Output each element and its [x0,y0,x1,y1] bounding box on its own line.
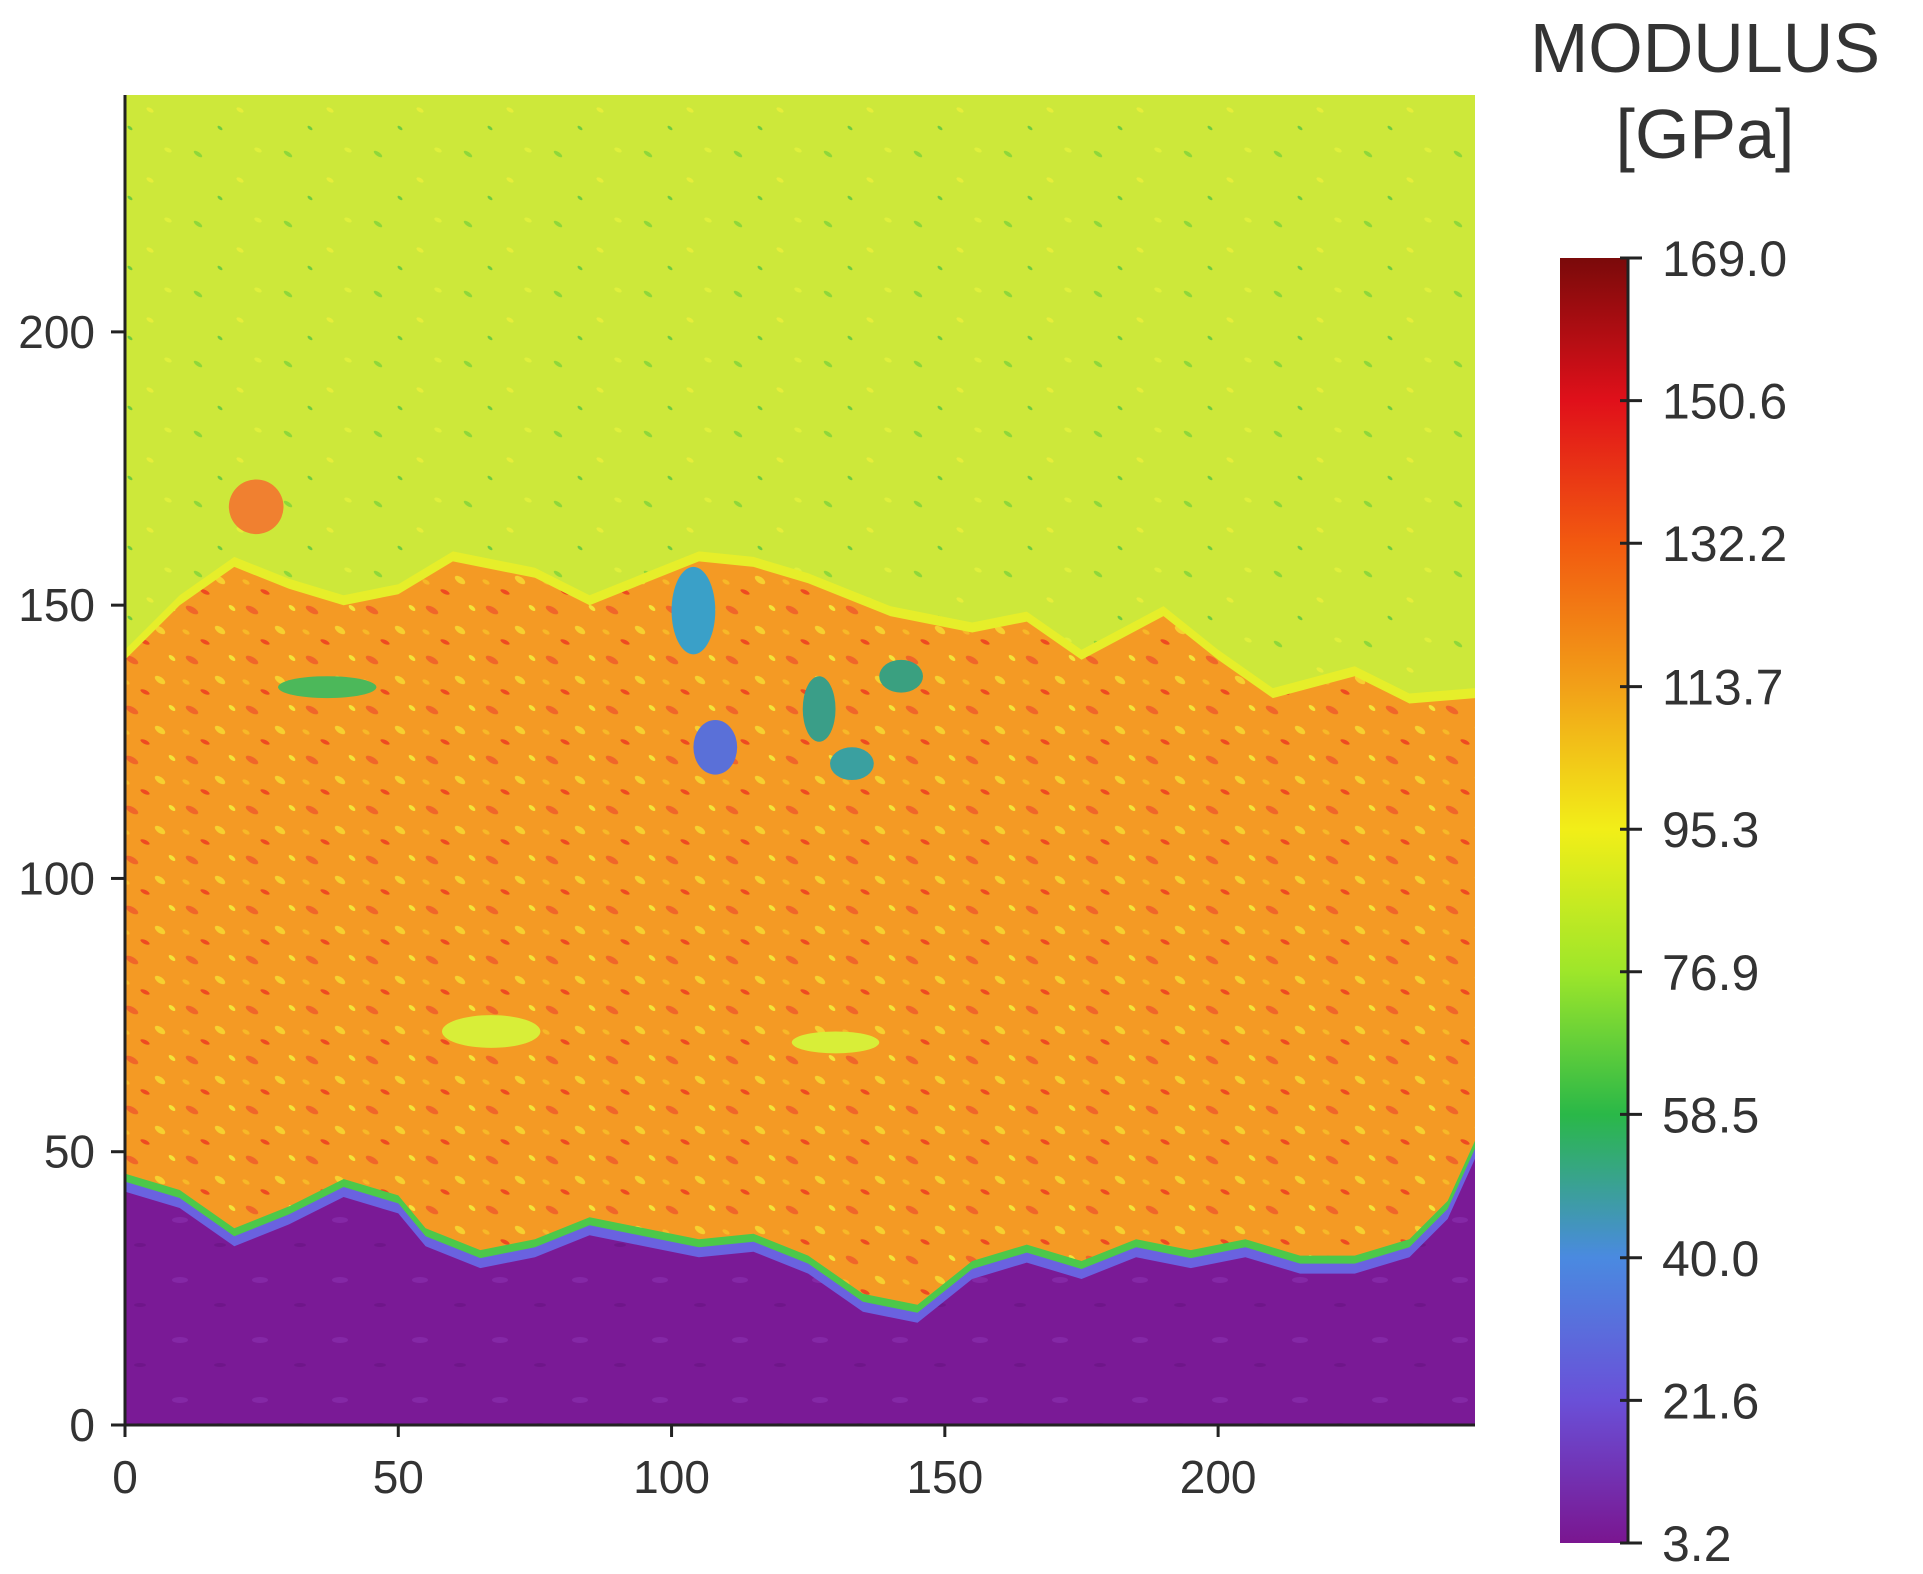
colorbar-title-line1: MODULUS [1530,9,1880,87]
colorbar-tick-label: 95.3 [1662,802,1759,858]
colorbar-tick-label: 3.2 [1662,1516,1732,1572]
colorbar-ticks: 169.0 150.6 132.2 113.7 95.3 76.9 58.5 40.0 21.6… [1620,231,1787,1572]
colorbar-tick-label: 40.0 [1662,1231,1759,1287]
colorbar-tick-label: 169.0 [1662,231,1787,287]
heatmap-plot-area [125,95,1475,1425]
axes: 0 50 100 150 200 0 50 100 150 200 [18,95,1475,1503]
substrate-region [125,1158,1475,1425]
inclusion-blob [278,676,377,699]
colorbar-tick-label: 150.6 [1662,374,1787,430]
x-tick-label: 100 [633,1451,710,1503]
y-tick-label: 50 [44,1126,95,1178]
colorbar-tick-label: 113.7 [1662,660,1783,716]
inclusion-blob [830,747,874,781]
x-axis-ticks: 0 50 100 150 200 [112,1425,1256,1503]
y-tick-label: 100 [18,852,95,904]
colorbar-tick-label: 132.2 [1662,516,1787,572]
colorbar: MODULUS [GPa] 169.0 150.6 132.2 113.7 95.3 76… [1530,9,1880,1572]
x-tick-label: 50 [373,1451,424,1503]
x-tick-label: 200 [1180,1451,1257,1503]
inclusion-blob [791,1031,880,1054]
inclusion-blob [802,676,836,742]
y-tick-label: 200 [18,306,95,358]
inclusion-blob [442,1015,541,1048]
colorbar-tick-label: 76.9 [1662,945,1759,1001]
colorbar-tick-label: 21.6 [1662,1373,1759,1429]
x-tick-label: 0 [112,1451,138,1503]
colorbar-tick-label: 58.5 [1662,1087,1759,1143]
inclusion-blob [671,566,716,655]
y-axis-ticks: 0 50 100 150 200 [18,306,125,1451]
colorbar-bar [1560,258,1628,1543]
low-modulus-inclusions [228,479,923,1054]
middle-layer-region [125,561,1475,1425]
x-tick-label: 150 [906,1451,983,1503]
inclusion-blob [228,479,284,535]
colorbar-title-line2: [GPa] [1616,95,1795,173]
inclusion-blob [693,719,738,775]
inclusion-blob [879,659,923,693]
y-tick-label: 0 [69,1399,95,1451]
y-tick-label: 150 [18,579,95,631]
